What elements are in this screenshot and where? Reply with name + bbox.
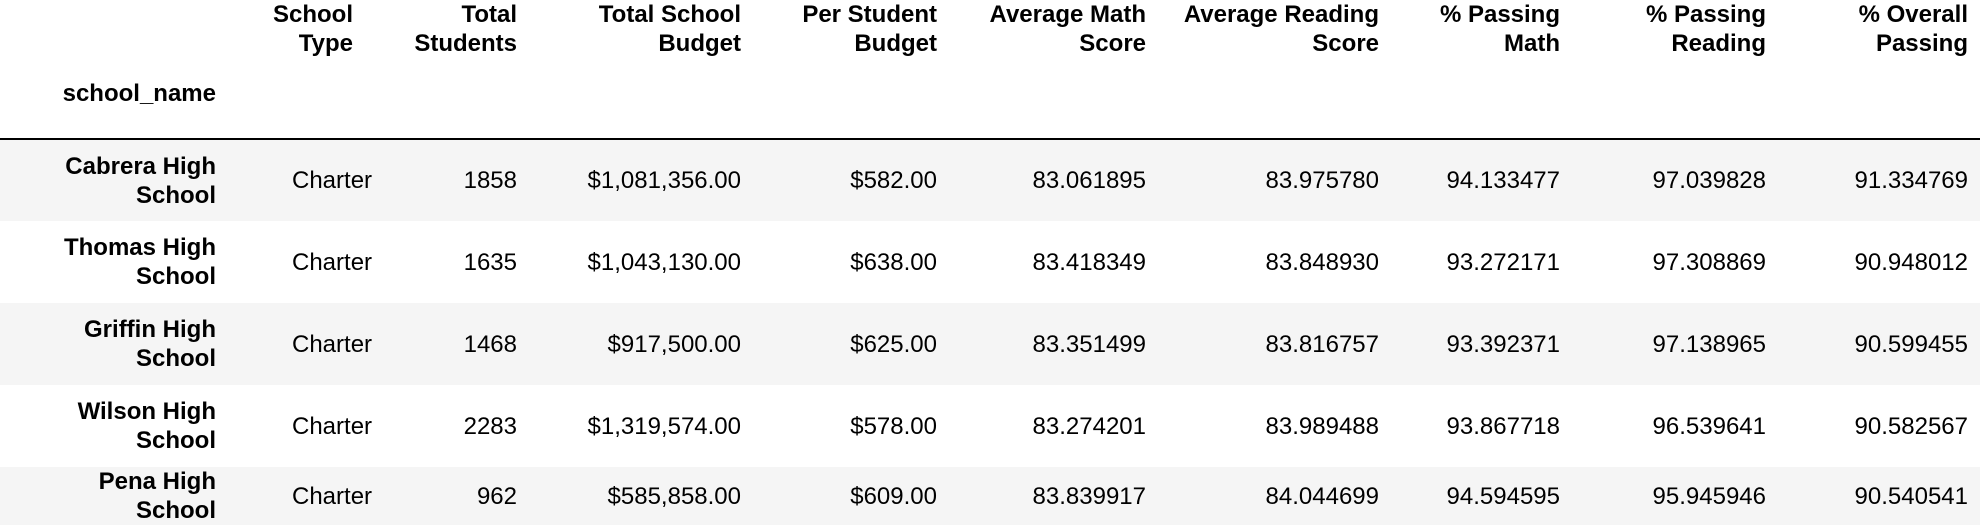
- empty-header-cell: [1391, 79, 1572, 139]
- table-row: Thomas High School Charter 1635 $1,043,1…: [0, 221, 1980, 303]
- row-index-school-name: Cabrera High School: [65, 152, 216, 209]
- pct-passing-reading-cell: 96.539641: [1652, 412, 1766, 440]
- total-students-cell: 1858: [463, 167, 517, 194]
- row-index-school-name: Pena High School: [98, 468, 216, 524]
- per-student-budget-cell: $625.00: [850, 330, 937, 358]
- index-name-header: school_name: [62, 80, 216, 107]
- empty-header-cell: [1572, 79, 1778, 139]
- empty-header-cell: [949, 79, 1158, 139]
- column-header: % Passing Reading: [1645, 1, 1766, 57]
- pct-overall-passing-cell: 90.582567: [1854, 412, 1968, 440]
- avg-reading-score-cell: 83.975780: [1265, 167, 1379, 194]
- pct-passing-math-cell: 93.867718: [1446, 412, 1560, 440]
- pct-overall-passing-cell: 91.334769: [1854, 167, 1968, 194]
- column-header: Average Reading Score: [1183, 1, 1379, 57]
- per-student-budget-cell: $578.00: [850, 412, 937, 440]
- pct-overall-passing-cell: 90.540541: [1854, 482, 1968, 510]
- pct-passing-math-cell: 93.272171: [1446, 248, 1560, 276]
- avg-math-score-cell: 83.418349: [1032, 248, 1146, 276]
- avg-math-score-cell: 83.839917: [1032, 482, 1146, 510]
- school-type-cell: Charter: [292, 167, 373, 194]
- column-header-row: School Type Total Students Total School …: [0, 0, 1980, 79]
- column-header: Total Students: [414, 1, 517, 57]
- table-row: Wilson High School Charter 2283 $1,319,5…: [0, 385, 1980, 467]
- column-header: Total School Budget: [598, 1, 741, 57]
- table-body: Cabrera High School Charter 1858 $1,081,…: [0, 139, 1980, 525]
- pct-passing-math-cell: 93.392371: [1446, 330, 1560, 358]
- column-header: Per Student Budget: [802, 1, 937, 57]
- empty-header-cell: [753, 79, 949, 139]
- school-type-cell: Charter: [292, 248, 373, 276]
- row-index-school-name: Griffin High School: [84, 316, 216, 372]
- avg-math-score-cell: 83.351499: [1032, 330, 1146, 358]
- table-header: School Type Total Students Total School …: [0, 0, 1980, 139]
- table-row: Griffin High School Charter 1468 $917,50…: [0, 303, 1980, 385]
- total-budget-cell: $1,043,130.00: [587, 248, 741, 276]
- pct-overall-passing-cell: 90.948012: [1854, 248, 1968, 276]
- table-row: Pena High School Charter 962 $585,858.00…: [0, 467, 1980, 525]
- avg-reading-score-cell: 83.989488: [1265, 412, 1379, 440]
- avg-reading-score-cell: 83.816757: [1265, 330, 1379, 358]
- table-row: Cabrera High School Charter 1858 $1,081,…: [0, 139, 1980, 221]
- school-type-cell: Charter: [292, 482, 373, 510]
- empty-header-cell: [1778, 79, 1980, 139]
- per-student-budget-cell: $638.00: [850, 248, 937, 276]
- empty-header-cell: [1158, 79, 1391, 139]
- pct-passing-reading-cell: 97.039828: [1652, 167, 1766, 194]
- row-index-school-name: Wilson High School: [77, 398, 216, 454]
- avg-math-score-cell: 83.274201: [1032, 412, 1146, 440]
- per-student-budget-cell: $609.00: [850, 482, 937, 510]
- pct-passing-math-cell: 94.133477: [1446, 167, 1560, 194]
- pct-passing-reading-cell: 97.138965: [1652, 330, 1766, 358]
- total-budget-cell: $585,858.00: [607, 482, 741, 510]
- column-header: School Type: [272, 1, 353, 57]
- empty-header-cell: [365, 79, 529, 139]
- total-budget-cell: $1,081,356.00: [587, 167, 741, 194]
- pct-passing-reading-cell: 97.308869: [1652, 248, 1766, 276]
- column-header: % Overall Passing: [1858, 1, 1968, 57]
- total-budget-cell: $917,500.00: [607, 330, 741, 358]
- avg-reading-score-cell: 83.848930: [1265, 248, 1379, 276]
- per-student-budget-cell: $582.00: [850, 167, 937, 194]
- total-students-cell: 962: [476, 482, 517, 510]
- column-header: Average Math Score: [989, 1, 1147, 57]
- empty-header-cell: [529, 79, 753, 139]
- total-budget-cell: $1,319,574.00: [587, 412, 741, 440]
- empty-header-cell: [228, 79, 365, 139]
- total-students-cell: 1635: [463, 248, 517, 276]
- index-header-row: school_name: [0, 79, 1980, 139]
- total-students-cell: 2283: [463, 412, 517, 440]
- pct-overall-passing-cell: 90.599455: [1854, 330, 1968, 358]
- avg-reading-score-cell: 84.044699: [1265, 482, 1379, 510]
- pct-passing-math-cell: 94.594595: [1446, 482, 1560, 510]
- school-type-cell: Charter: [292, 330, 373, 358]
- avg-math-score-cell: 83.061895: [1032, 167, 1146, 194]
- corner-header-cell: [0, 0, 228, 79]
- pct-passing-reading-cell: 95.945946: [1652, 482, 1766, 510]
- row-index-school-name: Thomas High School: [63, 234, 216, 290]
- total-students-cell: 1468: [463, 330, 517, 358]
- column-header: % Passing Math: [1439, 1, 1560, 57]
- school-type-cell: Charter: [292, 412, 373, 440]
